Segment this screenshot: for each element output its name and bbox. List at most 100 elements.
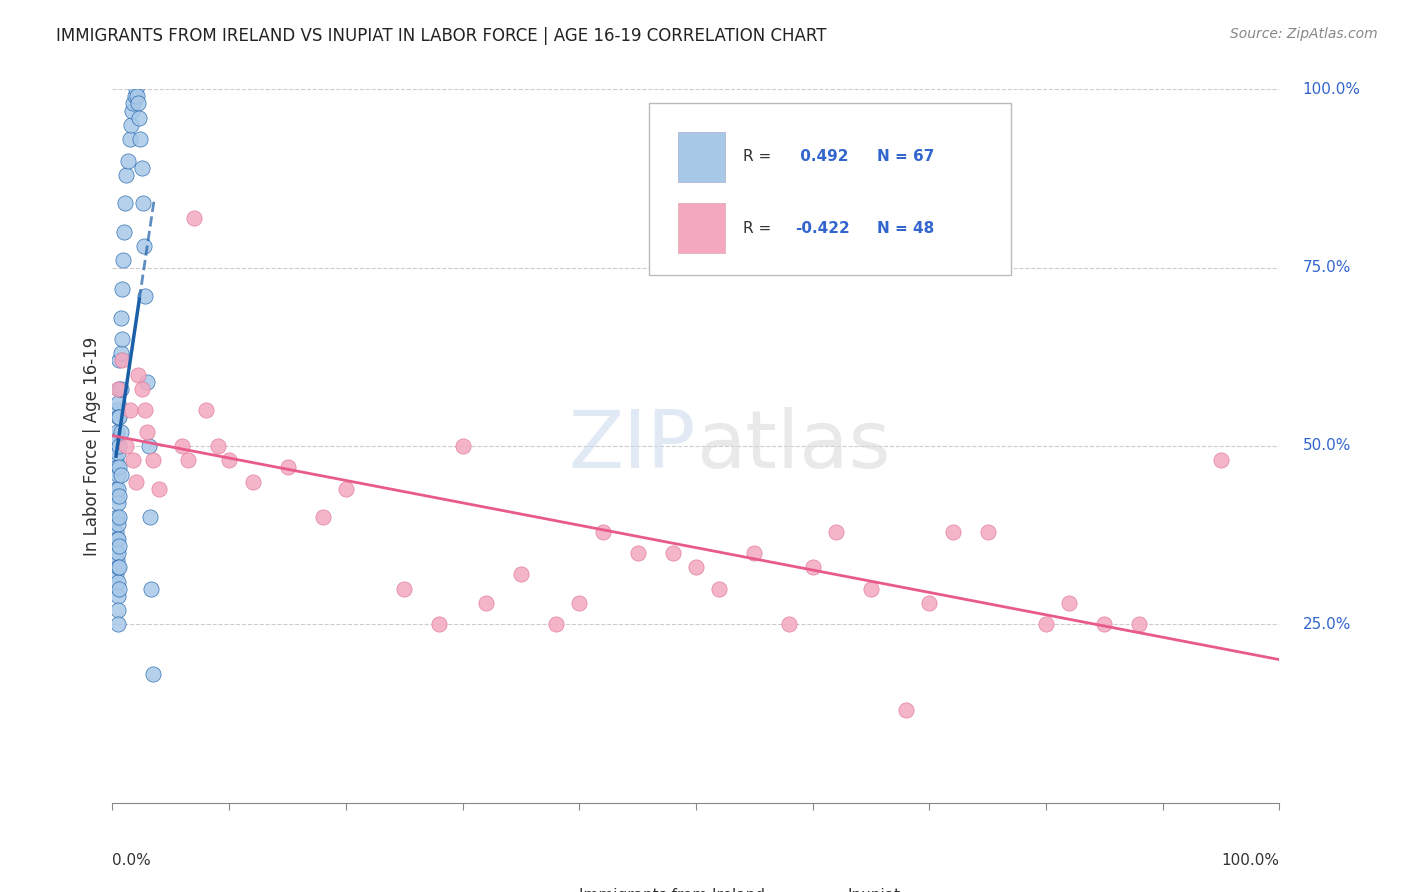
Point [475, 596, 498, 610]
Bar [801, 881, 838, 892]
Point [105, 553, 128, 567]
Point [132, 239, 155, 253]
Point [976, 524, 998, 539]
Point [108, 560, 131, 574]
Point [142, 453, 165, 467]
Text: ZIP: ZIP [568, 407, 696, 485]
Point [110, 467, 132, 482]
Point [107, 589, 129, 603]
Text: IMMIGRANTS FROM IRELAND VS INUPIAT IN LABOR FORCE | AGE 16-19 CORRELATION CHART: IMMIGRANTS FROM IRELAND VS INUPIAT IN LA… [56, 27, 827, 45]
Point [122, 453, 145, 467]
Point [129, 132, 152, 146]
Point [134, 289, 156, 303]
Bar [679, 203, 725, 253]
Point [107, 603, 129, 617]
Point [276, 460, 298, 475]
Point [1209, 453, 1232, 467]
Text: 0.0%: 0.0% [112, 853, 152, 868]
Point [451, 439, 474, 453]
Point [105, 510, 128, 524]
Point [207, 439, 229, 453]
Point [107, 517, 129, 532]
Text: R =: R = [742, 150, 776, 164]
Point [112, 225, 135, 239]
Point [110, 425, 132, 439]
Point [918, 596, 941, 610]
Point [335, 482, 357, 496]
Point [509, 567, 531, 582]
Point [107, 560, 129, 574]
Point [118, 403, 141, 417]
Point [131, 382, 153, 396]
Point [427, 617, 450, 632]
Point [108, 582, 131, 596]
Point [685, 560, 707, 574]
Point [107, 617, 129, 632]
Bar [533, 881, 569, 892]
Point [108, 539, 131, 553]
Text: 100.0%: 100.0% [1303, 82, 1361, 96]
Text: 50.0%: 50.0% [1303, 439, 1351, 453]
Point [801, 560, 824, 574]
Text: Source: ZipAtlas.com: Source: ZipAtlas.com [1230, 27, 1378, 41]
Point [136, 425, 159, 439]
Point [105, 532, 128, 546]
Text: 25.0%: 25.0% [1303, 617, 1351, 632]
Point [105, 460, 128, 475]
Point [108, 439, 131, 453]
Text: R =: R = [742, 221, 776, 235]
Point [1035, 617, 1057, 632]
Point [183, 211, 205, 225]
Point [825, 524, 848, 539]
FancyBboxPatch shape [650, 103, 1011, 275]
Point [148, 482, 170, 496]
Point [111, 353, 134, 368]
Point [107, 546, 129, 560]
Point [117, 153, 139, 168]
Point [111, 253, 134, 268]
Point [172, 439, 194, 453]
Point [104, 453, 127, 467]
Point [592, 524, 614, 539]
Point [709, 582, 731, 596]
Point [108, 382, 131, 396]
Point [107, 410, 129, 425]
Point [108, 353, 131, 368]
Point [108, 410, 131, 425]
Text: -0.422: -0.422 [796, 221, 849, 235]
Point [1059, 596, 1081, 610]
Point [142, 667, 165, 681]
Point [177, 453, 200, 467]
Point [627, 546, 650, 560]
Point [139, 510, 162, 524]
Point [131, 161, 153, 175]
Point [127, 96, 149, 111]
Point [392, 582, 416, 596]
Text: atlas: atlas [696, 407, 890, 485]
Point [104, 524, 127, 539]
Point [139, 582, 162, 596]
Point [125, 475, 148, 489]
Point [311, 510, 333, 524]
Point [568, 596, 591, 610]
Point [107, 574, 129, 589]
Point [108, 510, 131, 524]
Point [122, 96, 145, 111]
Point [108, 460, 131, 475]
Point [1128, 617, 1150, 632]
Text: 0.492: 0.492 [796, 150, 849, 164]
Point [128, 111, 150, 125]
Bar [679, 132, 725, 182]
Point [107, 382, 129, 396]
Point [118, 132, 141, 146]
Point [1092, 617, 1115, 632]
Point [894, 703, 917, 717]
Point [125, 89, 148, 103]
Y-axis label: In Labor Force | Age 16-19: In Labor Force | Age 16-19 [83, 336, 101, 556]
Point [120, 118, 142, 132]
Point [105, 425, 128, 439]
Point [104, 482, 127, 496]
Point [124, 89, 146, 103]
Point [115, 439, 138, 453]
Point [132, 196, 155, 211]
